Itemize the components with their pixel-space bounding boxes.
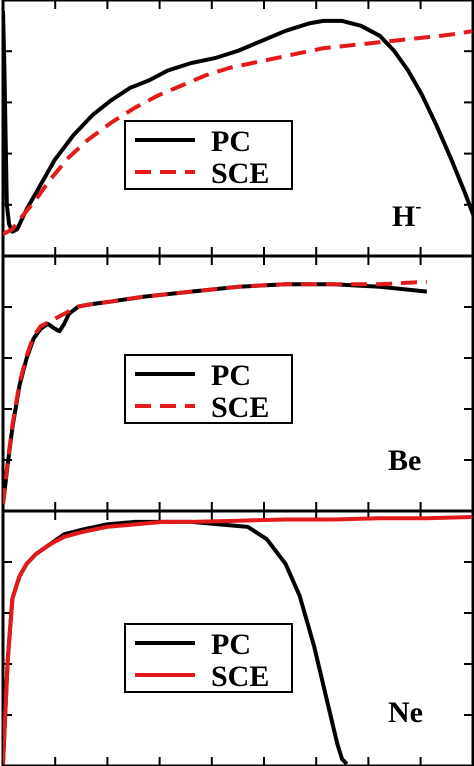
series-line-sce <box>3 29 472 236</box>
panel-label: Ne <box>388 696 423 729</box>
legend-label-pc: PC <box>211 628 251 661</box>
legend-box <box>124 354 293 424</box>
panel-frame <box>1 509 474 766</box>
legend-label-pc: PC <box>211 125 251 158</box>
legend-label-sce: SCE <box>211 660 269 693</box>
panel-label-superscript: - <box>415 196 421 216</box>
legend-label-sce: SCE <box>211 391 269 424</box>
legend-box <box>124 623 293 693</box>
series-line-sce <box>3 515 472 765</box>
series-line-pc <box>3 10 472 234</box>
legend-box <box>124 120 293 190</box>
legend-label-pc: PC <box>211 359 251 392</box>
panel-label: H- <box>392 196 421 233</box>
series-line-sce <box>3 279 428 505</box>
panel-label: Be <box>388 444 421 477</box>
legend-label-sce: SCE <box>211 157 269 190</box>
